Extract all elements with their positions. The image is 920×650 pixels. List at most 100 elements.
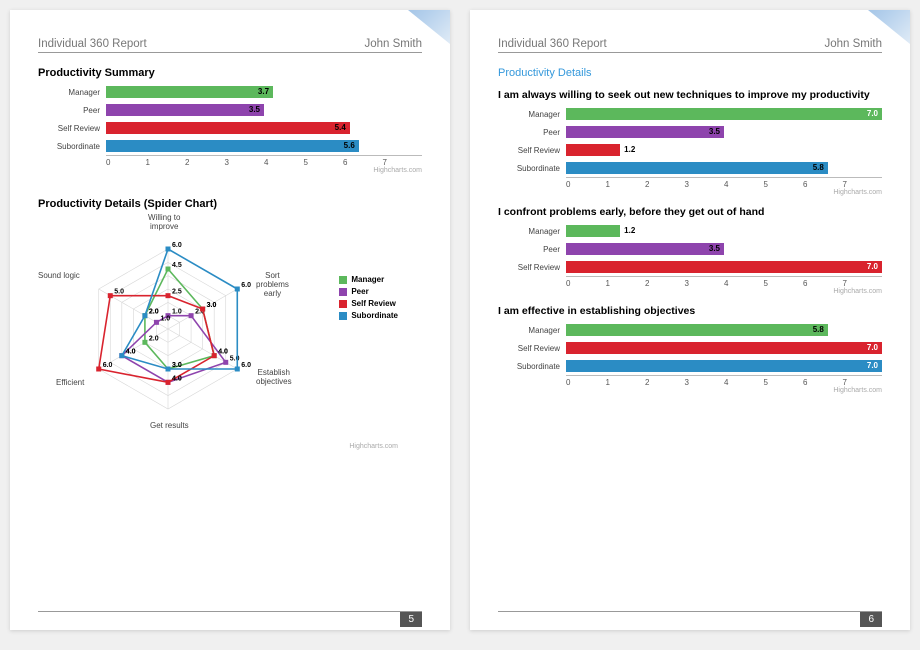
bar-label: Peer bbox=[38, 106, 106, 115]
bar-row: Self Review 5.4 bbox=[38, 119, 422, 137]
svg-text:5.0: 5.0 bbox=[230, 355, 240, 362]
svg-text:4.0: 4.0 bbox=[218, 349, 228, 356]
svg-text:6.0: 6.0 bbox=[241, 362, 251, 369]
bar-fill: 7.0 bbox=[566, 360, 882, 372]
page-header: Individual 360 Report John Smith bbox=[498, 38, 882, 53]
bar-value: 7.0 bbox=[867, 108, 878, 120]
x-axis: 01234567 bbox=[566, 276, 882, 288]
bar-fill: 7.0 bbox=[566, 261, 882, 273]
bar-fill: 1.2 bbox=[566, 225, 620, 237]
question-text: I confront problems early, before they g… bbox=[498, 206, 882, 218]
svg-text:6.0: 6.0 bbox=[241, 282, 251, 289]
bar-row: Peer 3.5 bbox=[498, 240, 882, 258]
x-axis: 01234567 bbox=[566, 177, 882, 189]
page-number: 5 bbox=[400, 612, 422, 627]
page-number: 6 bbox=[860, 612, 882, 627]
svg-text:4.5: 4.5 bbox=[172, 262, 182, 269]
bar-label: Peer bbox=[498, 245, 566, 254]
bar-value: 7.0 bbox=[867, 360, 878, 372]
spider-title: Productivity Details (Spider Chart) bbox=[38, 198, 450, 210]
bar-value: 3.5 bbox=[709, 126, 720, 138]
bar-value: 3.5 bbox=[249, 104, 260, 116]
bar-value: 5.8 bbox=[813, 162, 824, 174]
bar-fill: 5.8 bbox=[566, 162, 828, 174]
spider-svg: 4.53.04.03.02.02.01.02.05.04.04.01.02.53… bbox=[38, 214, 338, 444]
svg-text:6.0: 6.0 bbox=[172, 242, 182, 249]
bar-value: 5.4 bbox=[335, 122, 346, 134]
bar-value: 1.2 bbox=[624, 225, 635, 237]
page-header: Individual 360 Report John Smith bbox=[38, 38, 422, 53]
details-title: Productivity Details bbox=[498, 67, 910, 79]
bar-value: 3.5 bbox=[709, 243, 720, 255]
legend-item: Manager bbox=[339, 274, 398, 286]
bar-label: Peer bbox=[498, 128, 566, 137]
chart-credit: Highcharts.com bbox=[349, 443, 398, 450]
question-chart: Manager7.0Peer3.5Self Review1.2Subordina… bbox=[498, 105, 882, 196]
svg-text:2.0: 2.0 bbox=[149, 309, 159, 316]
bar-label: Manager bbox=[498, 227, 566, 236]
chart-credit: Highcharts.com bbox=[498, 189, 882, 196]
bar-fill: 7.0 bbox=[566, 108, 882, 120]
spider-axis-label: Establishobjectives bbox=[256, 369, 292, 387]
chart-credit: Highcharts.com bbox=[38, 167, 422, 174]
question-text: I am always willing to seek out new tech… bbox=[498, 89, 882, 101]
svg-text:2.5: 2.5 bbox=[172, 289, 182, 296]
question-chart: Manager5.8Self Review7.0Subordinate7.001… bbox=[498, 321, 882, 394]
report-title: Individual 360 Report bbox=[38, 38, 147, 50]
report-page-2: Individual 360 Report John Smith Product… bbox=[470, 10, 910, 630]
legend-label: Self Review bbox=[351, 298, 395, 310]
spider-axis-label: Efficient bbox=[56, 379, 84, 388]
x-axis: 01234567 bbox=[106, 155, 422, 167]
bar-row: Self Review1.2 bbox=[498, 141, 882, 159]
bar-label: Self Review bbox=[498, 344, 566, 353]
bar-label: Subordinate bbox=[38, 142, 106, 151]
bar-row: Subordinate 5.8 bbox=[498, 159, 882, 177]
bar-fill: 7.0 bbox=[566, 342, 882, 354]
bar-row: Manager3.7 bbox=[38, 83, 422, 101]
bar-label: Subordinate bbox=[498, 362, 566, 371]
bar-row: Manager7.0 bbox=[498, 105, 882, 123]
svg-text:1.0: 1.0 bbox=[172, 309, 182, 316]
bar-label: Self Review bbox=[498, 263, 566, 272]
legend-item: Peer bbox=[339, 286, 398, 298]
bar-fill: 5.4 bbox=[106, 122, 350, 134]
spider-axis-label: Sortproblemsearly bbox=[256, 272, 289, 298]
bar-label: Subordinate bbox=[498, 164, 566, 173]
bar-fill: 5.6 bbox=[106, 140, 359, 152]
svg-text:3.0: 3.0 bbox=[207, 302, 217, 309]
report-title: Individual 360 Report bbox=[498, 38, 607, 50]
question-text: I am effective in establishing objective… bbox=[498, 305, 882, 317]
bar-fill: 3.5 bbox=[566, 126, 724, 138]
bar-label: Self Review bbox=[38, 124, 106, 133]
svg-text:1.0: 1.0 bbox=[160, 315, 170, 322]
bar-fill: 3.5 bbox=[106, 104, 264, 116]
bar-value: 5.8 bbox=[813, 324, 824, 336]
bar-value: 3.7 bbox=[258, 86, 269, 98]
bar-row: Manager5.8 bbox=[498, 321, 882, 339]
bar-label: Self Review bbox=[498, 146, 566, 155]
report-page-1: Individual 360 Report John Smith Product… bbox=[10, 10, 450, 630]
bar-fill: 3.5 bbox=[566, 243, 724, 255]
spider-chart: 4.53.04.03.02.02.01.02.05.04.04.01.02.53… bbox=[38, 214, 338, 444]
legend-label: Peer bbox=[351, 286, 368, 298]
bar-fill: 1.2 bbox=[566, 144, 620, 156]
x-axis: 01234567 bbox=[566, 375, 882, 387]
legend-item: Self Review bbox=[339, 298, 398, 310]
summary-title: Productivity Summary bbox=[38, 67, 450, 79]
spider-legend: ManagerPeerSelf ReviewSubordinate bbox=[339, 274, 398, 322]
svg-text:3.0: 3.0 bbox=[172, 362, 182, 369]
bar-fill: 5.8 bbox=[566, 324, 828, 336]
svg-text:4.0: 4.0 bbox=[126, 349, 136, 356]
chart-credit: Highcharts.com bbox=[498, 387, 882, 394]
person-name: John Smith bbox=[824, 38, 882, 50]
svg-text:2.0: 2.0 bbox=[149, 335, 159, 342]
spider-axis-label: Sound logic bbox=[38, 272, 80, 281]
bar-value: 5.6 bbox=[344, 140, 355, 152]
legend-label: Manager bbox=[351, 274, 384, 286]
bar-row: Peer 3.5 bbox=[38, 101, 422, 119]
page-footer: 6 bbox=[498, 611, 882, 612]
bar-value: 7.0 bbox=[867, 261, 878, 273]
summary-chart: Manager3.7 Peer 3.5 Self Review 5.4 Subordina… bbox=[38, 83, 422, 174]
spider-axis-label: Willing toimprove bbox=[148, 214, 180, 232]
spider-axis-label: Get results bbox=[150, 422, 189, 431]
